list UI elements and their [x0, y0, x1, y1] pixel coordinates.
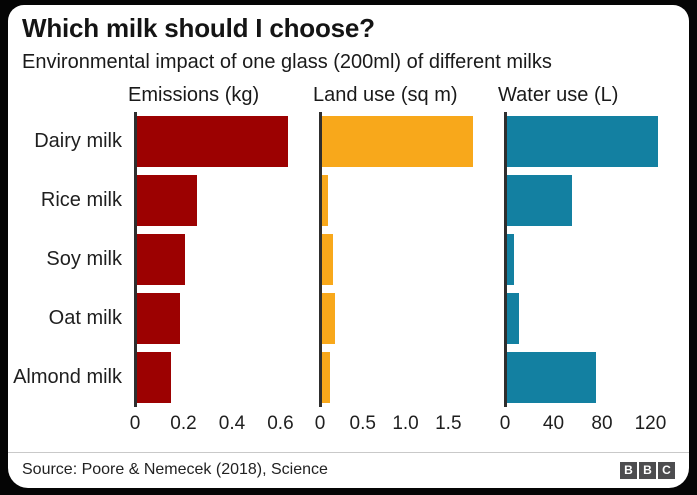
- bar-row: [507, 112, 665, 171]
- chart-panels: Emissions (kg) 0 0.2 0.4 0.6 Land use (sq m) 0…: [128, 84, 675, 452]
- axis-tick-label: 0: [499, 413, 511, 434]
- category-label: Oat milk: [48, 307, 122, 329]
- source-text: Source: Poore & Nemecek (2018), Science: [22, 461, 328, 478]
- bar-row: [322, 112, 480, 171]
- bar: [137, 293, 181, 344]
- bar: [137, 234, 185, 285]
- bar: [322, 175, 328, 226]
- axis-tick-label: 0.2: [170, 413, 197, 434]
- category-label: Rice milk: [40, 189, 122, 211]
- axis-tick-label: 0.6: [267, 413, 294, 434]
- axis-tick-label: 0: [129, 413, 141, 434]
- bbc-logo-block: B: [620, 461, 637, 479]
- axis-tick-label: 80: [591, 413, 613, 434]
- bar: [322, 293, 335, 344]
- bar: [137, 352, 171, 403]
- bar: [507, 175, 572, 226]
- bar-row: [137, 171, 295, 230]
- panel-title: Emissions (kg): [128, 84, 260, 106]
- bar-row: [322, 171, 480, 230]
- bar: [137, 116, 288, 167]
- bar-row: [322, 230, 480, 289]
- category-labels: Dairy milk Rice milk Soy milk Oat milk Almon…: [13, 84, 134, 452]
- bar: [322, 234, 333, 285]
- bar-row: [137, 230, 295, 289]
- bar: [322, 116, 474, 167]
- bar-row: [137, 112, 295, 171]
- chart-panel: Land use (sq m) 0 0.5 1.0 1.5: [313, 84, 480, 452]
- chart-title: Which milk should I choose?: [22, 13, 375, 43]
- bar-row: [507, 230, 665, 289]
- plot-area: [504, 112, 665, 407]
- bar: [507, 116, 658, 167]
- chart-card: Which milk should I choose? Environmenta…: [8, 5, 689, 488]
- bbc-logo-block: C: [658, 461, 675, 479]
- bar-row: [322, 289, 480, 348]
- axis-tick-label: 40: [542, 413, 565, 434]
- bar-row: [507, 348, 665, 407]
- plot-area: [134, 112, 295, 407]
- bar: [507, 352, 596, 403]
- axis-tick-label: 0: [314, 413, 326, 434]
- chart-subtitle: Environmental impact of one glass (200ml…: [22, 51, 552, 73]
- category-label: Dairy milk: [34, 130, 122, 152]
- axis-tick-label: 120: [634, 413, 667, 434]
- plot-area: [319, 112, 480, 407]
- bar-row: [322, 348, 480, 407]
- category-label: Soy milk: [46, 248, 122, 270]
- axis-tick-label: 0.4: [218, 413, 246, 434]
- chart-panel: Water use (L) 0 40 80 120: [498, 84, 667, 452]
- axis-tick-label: 1.0: [392, 413, 419, 434]
- panel-title: Land use (sq m): [313, 84, 458, 106]
- footer: Source: Poore & Nemecek (2018), Science …: [8, 452, 689, 488]
- axis-tick-label: 0.5: [349, 413, 376, 434]
- chart-panel: Emissions (kg) 0 0.2 0.4 0.6: [128, 84, 295, 452]
- x-axis-ticks: 0 0.5 1.0 1.5: [315, 407, 480, 437]
- panel-title: Water use (L): [498, 84, 619, 106]
- bar-row: [137, 348, 295, 407]
- bar: [322, 352, 331, 403]
- axis-tick-label: 1.5: [435, 413, 462, 434]
- x-axis-ticks: 0 40 80 120: [500, 407, 667, 437]
- x-axis-ticks: 0 0.2 0.4 0.6: [130, 407, 295, 437]
- bar-row: [507, 289, 665, 348]
- bar: [507, 234, 515, 285]
- chart-area: Dairy milk Rice milk Soy milk Oat milk Almon…: [13, 84, 675, 452]
- category-label: Almond milk: [13, 366, 122, 388]
- bbc-logo-block: B: [639, 461, 656, 479]
- bar-row: [507, 171, 665, 230]
- bar: [137, 175, 197, 226]
- bar-row: [137, 289, 295, 348]
- bar: [507, 293, 519, 344]
